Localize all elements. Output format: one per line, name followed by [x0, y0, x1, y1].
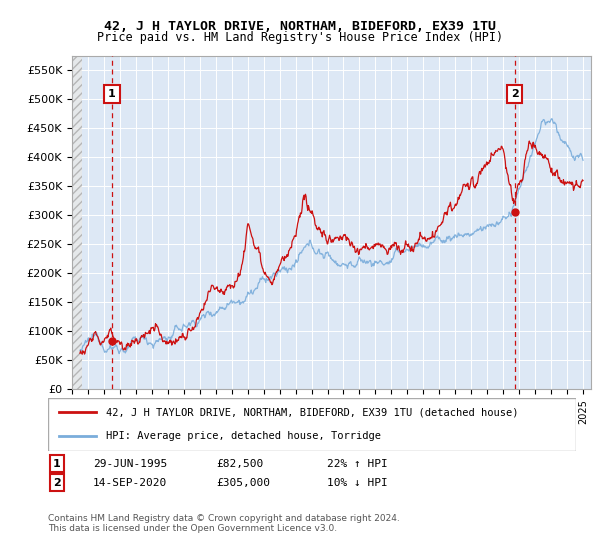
Text: 10% ↓ HPI: 10% ↓ HPI: [327, 478, 388, 488]
Text: 2: 2: [511, 88, 518, 99]
Text: HPI: Average price, detached house, Torridge: HPI: Average price, detached house, Torr…: [106, 431, 381, 441]
Text: 29-JUN-1995: 29-JUN-1995: [93, 459, 167, 469]
Text: 42, J H TAYLOR DRIVE, NORTHAM, BIDEFORD, EX39 1TU: 42, J H TAYLOR DRIVE, NORTHAM, BIDEFORD,…: [104, 20, 496, 32]
Text: Contains HM Land Registry data © Crown copyright and database right 2024.
This d: Contains HM Land Registry data © Crown c…: [48, 514, 400, 533]
Text: £82,500: £82,500: [216, 459, 263, 469]
Text: 2: 2: [53, 478, 61, 488]
Text: 22% ↑ HPI: 22% ↑ HPI: [327, 459, 388, 469]
Text: 42, J H TAYLOR DRIVE, NORTHAM, BIDEFORD, EX39 1TU (detached house): 42, J H TAYLOR DRIVE, NORTHAM, BIDEFORD,…: [106, 408, 518, 418]
Text: £305,000: £305,000: [216, 478, 270, 488]
Text: 14-SEP-2020: 14-SEP-2020: [93, 478, 167, 488]
Text: Price paid vs. HM Land Registry's House Price Index (HPI): Price paid vs. HM Land Registry's House …: [97, 31, 503, 44]
Bar: [72, 56, 82, 389]
FancyBboxPatch shape: [48, 398, 576, 451]
Text: 1: 1: [53, 459, 61, 469]
Text: 1: 1: [108, 88, 116, 99]
